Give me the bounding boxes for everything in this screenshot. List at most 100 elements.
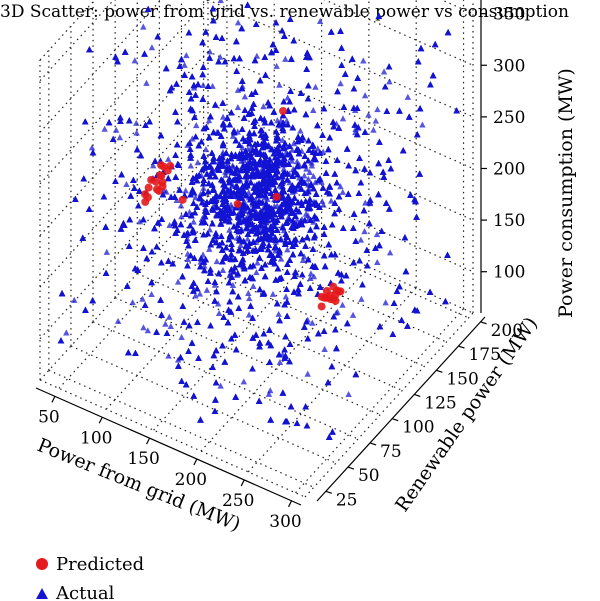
actual-point [305, 185, 313, 192]
actual-point [373, 231, 381, 238]
actual-point [314, 145, 321, 152]
actual-point [386, 249, 394, 256]
actual-point [193, 121, 200, 129]
chart-title: 3D Scatter: power from grid vs. renewabl… [0, 2, 569, 22]
actual-point [304, 370, 311, 377]
actual-point [333, 120, 340, 127]
y-tick-mark [480, 321, 487, 325]
actual-point [131, 57, 139, 64]
x-tick-mark [51, 396, 56, 403]
actual-point [275, 310, 282, 317]
actual-point [307, 274, 314, 282]
actual-point [297, 127, 304, 134]
actual-point [279, 136, 286, 143]
actual-point [280, 165, 287, 172]
grid-line-side-z [39, 154, 209, 340]
actual-point [265, 390, 273, 397]
actual-point [148, 290, 155, 298]
actual-point [116, 134, 124, 141]
actual-point [181, 61, 188, 68]
actual-point [327, 197, 335, 204]
actual-point [253, 269, 260, 276]
actual-point [144, 327, 152, 334]
actual-point [237, 241, 244, 248]
actual-point [222, 171, 229, 178]
actual-point [192, 292, 199, 299]
actual-point [165, 352, 172, 359]
actual-point [276, 81, 283, 88]
actual-point [320, 201, 327, 208]
actual-point [301, 172, 308, 179]
y-tick-mark [347, 466, 355, 470]
actual-point [101, 125, 108, 132]
actual-point [245, 311, 253, 318]
actual-point [183, 51, 190, 59]
actual-point [358, 295, 365, 302]
actual-point [88, 144, 96, 151]
actual-point [321, 345, 328, 352]
actual-point [260, 103, 267, 110]
actual-point [308, 159, 315, 166]
actual-point [300, 253, 308, 260]
actual-point [380, 68, 388, 75]
y-tick-mark [436, 369, 443, 373]
actual-point [199, 81, 207, 89]
actual-point [123, 180, 130, 188]
actual-point [374, 106, 381, 113]
actual-point [184, 255, 191, 262]
y-tick-mark [369, 442, 377, 446]
actual-point [190, 218, 197, 225]
actual-point [419, 121, 426, 128]
actual-point [112, 126, 120, 133]
actual-point [404, 93, 412, 100]
actual-point [284, 246, 291, 253]
actual-point [382, 299, 389, 306]
axis-lines [35, 0, 487, 508]
x-tick-mark [287, 500, 293, 508]
actual-point [200, 184, 207, 191]
actual-point [337, 183, 344, 190]
x-tick-mark [193, 458, 198, 466]
actual-point [288, 157, 295, 164]
actual-point [213, 258, 221, 265]
actual-point [133, 119, 140, 126]
actual-point [299, 256, 307, 264]
actual-point [290, 140, 297, 147]
actual-point [305, 175, 312, 182]
actual-point [206, 226, 214, 233]
actual-point [234, 86, 242, 93]
actual-point [269, 290, 277, 297]
actual-point [316, 17, 324, 24]
actual-point [166, 313, 173, 320]
actual-point [339, 188, 346, 195]
actual-point [206, 48, 214, 55]
actual-point [114, 317, 122, 324]
actual-point [239, 144, 246, 151]
y-tick-mark [325, 490, 333, 494]
y-tick-mark [414, 393, 421, 398]
actual-point [162, 320, 169, 327]
data-points [57, 0, 460, 440]
actual-point [312, 83, 319, 90]
actual-point [194, 159, 201, 166]
actual-point [203, 286, 211, 293]
actual-point [277, 255, 285, 262]
x-tick-mark [98, 416, 103, 424]
actual-point [234, 19, 242, 26]
actual-point [143, 79, 150, 86]
actual-point [196, 290, 204, 297]
actual-point [167, 322, 174, 330]
actual-point [174, 278, 182, 285]
actual-point [334, 308, 341, 315]
actual-point [71, 296, 78, 303]
actual-point [165, 155, 172, 162]
actual-point [177, 202, 185, 209]
actual-point [309, 319, 316, 326]
actual-point [178, 213, 185, 220]
y-axis-line [316, 316, 486, 502]
actual-point [310, 106, 317, 113]
actual-point [148, 44, 156, 51]
actual-point [293, 158, 301, 165]
actual-point [241, 93, 249, 100]
